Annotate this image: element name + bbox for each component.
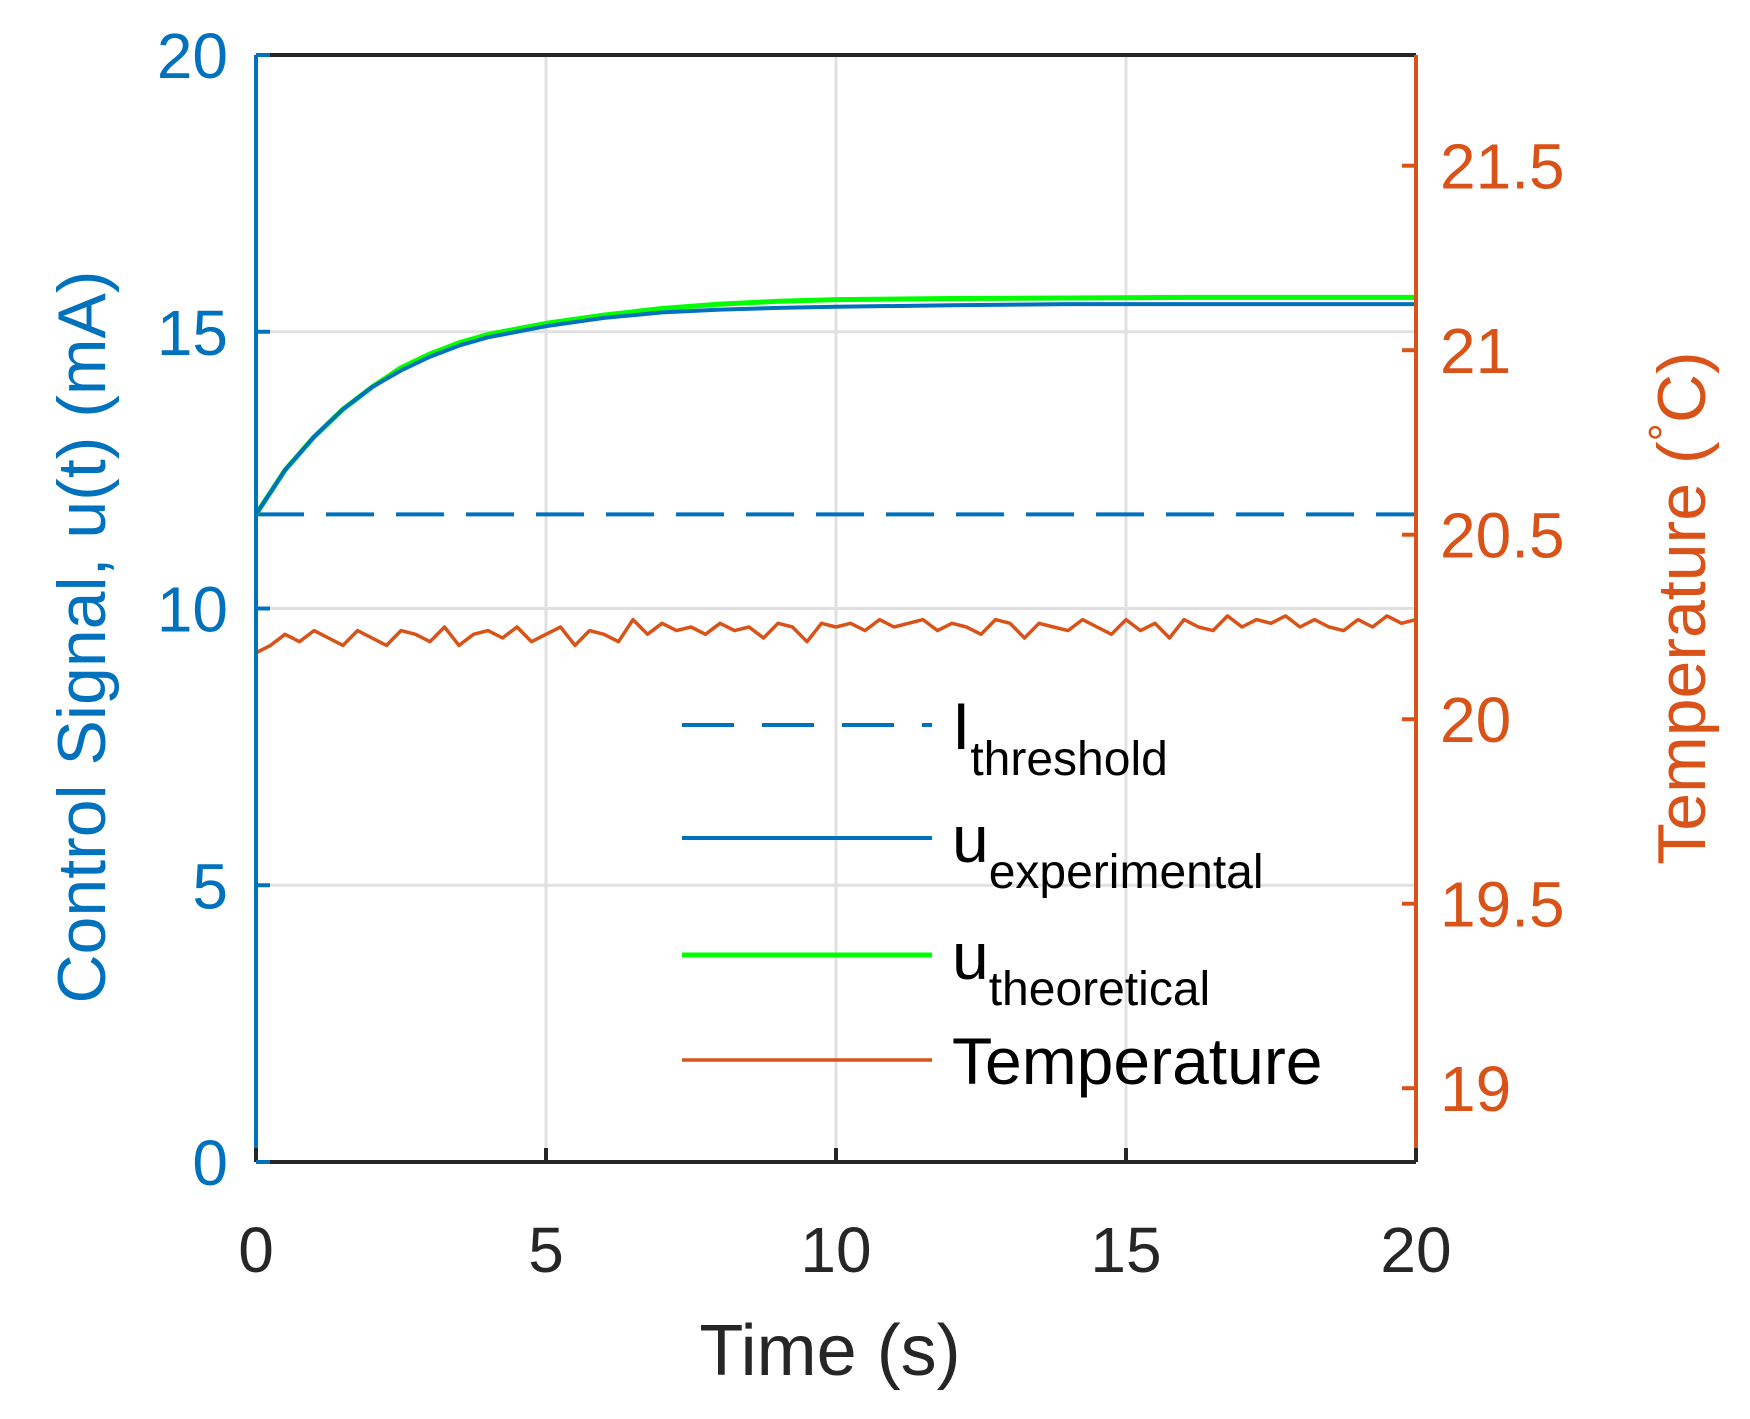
y-left-tick-label: 10: [157, 574, 228, 646]
legend-label-temperature: Temperature: [952, 1024, 1323, 1098]
legend: IthresholduexperimentalutheoreticalTempe…: [682, 689, 1323, 1098]
y-right-tick-label: 20.5: [1440, 500, 1565, 572]
legend-label-main: u: [952, 919, 989, 993]
y-right-tick-label: 19.5: [1440, 869, 1565, 941]
series-line-temperature: [255, 614, 1417, 655]
x-axis-label: Time (s): [699, 1311, 960, 1391]
y-right-tick-label: 19: [1440, 1053, 1511, 1125]
grid: [254, 53, 1418, 1164]
legend-label-subscript: threshold: [970, 733, 1167, 786]
x-tick-label: 15: [1090, 1214, 1161, 1286]
y-axis-right-label-base: Temperature (: [1644, 441, 1720, 865]
y-right-tick-label: 21.5: [1440, 131, 1565, 203]
series-line-u-experimental: [254, 302, 1416, 516]
legend-label-main: Temperature: [952, 1024, 1323, 1098]
x-tick-label: 0: [238, 1214, 274, 1286]
x-tick-label: 20: [1380, 1214, 1451, 1286]
y-axis-left-label: Control Signal, u(t) (mA): [44, 270, 120, 1003]
y-left-tick-label: 5: [192, 850, 228, 922]
y-axis-right-label-unit: C): [1644, 351, 1720, 423]
y-axis-right-label: Temperature (°C): [1639, 351, 1720, 864]
tick-labels: 0 5 10 15 20 0 5 10 15 20 19 19.5 20 20.5 21 21.5: [157, 20, 1565, 1286]
axes: [254, 53, 1418, 1164]
y-left-tick-label: 20: [157, 20, 228, 92]
y-left-tick-label: 15: [157, 297, 228, 369]
legend-label-subscript: theoretical: [989, 963, 1210, 1016]
x-tick-label: 10: [800, 1214, 871, 1286]
y-left-tick-label: 0: [192, 1127, 228, 1199]
legend-label-subscript: experimental: [989, 846, 1264, 899]
legend-label-u-theoretical: utheoretical: [952, 919, 1210, 1016]
legend-label-main: u: [952, 802, 989, 876]
legend-label-i-threshold: Ithreshold: [952, 689, 1168, 786]
legend-label-main: I: [952, 689, 970, 763]
y-right-tick-label: 21: [1440, 315, 1511, 387]
degree-symbol: °: [1639, 423, 1691, 441]
x-tick-label: 5: [528, 1214, 564, 1286]
legend-label-u-experimental: uexperimental: [952, 802, 1264, 899]
series-layer: [253, 294, 1417, 655]
y-right-tick-label: 20: [1440, 684, 1511, 756]
